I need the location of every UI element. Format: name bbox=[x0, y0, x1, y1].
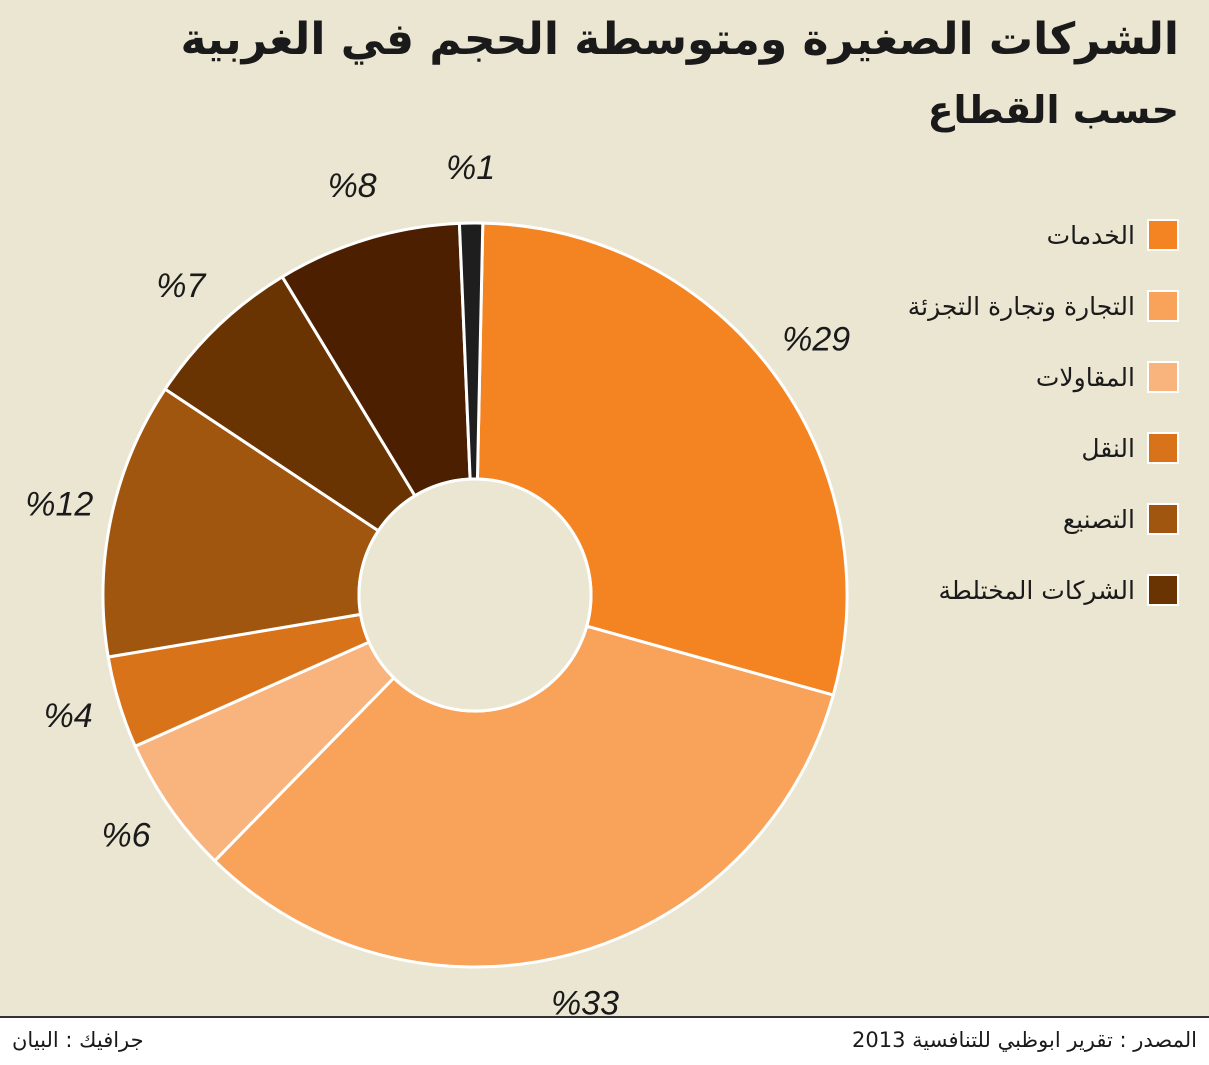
legend: الخدمات التجارة وتجارة التجزئة المقاولات… bbox=[908, 217, 1179, 643]
legend-swatch bbox=[1147, 432, 1179, 464]
legend-label: الشركات المختلطة bbox=[938, 575, 1135, 605]
slice-percent-label: %6 bbox=[101, 817, 150, 855]
legend-swatch bbox=[1147, 574, 1179, 606]
chart-panel: الشركات الصغيرة ومتوسطة الحجم في الغربية… bbox=[0, 0, 1209, 1016]
legend-label: التصنيع bbox=[1062, 504, 1135, 534]
graphic-credit: جرافيك : البيان bbox=[12, 1028, 144, 1052]
legend-item-services: الخدمات bbox=[908, 217, 1179, 253]
slice-percent-label: %7 bbox=[156, 267, 206, 305]
chart-title: الشركات الصغيرة ومتوسطة الحجم في الغربية bbox=[180, 14, 1179, 65]
legend-swatch bbox=[1147, 361, 1179, 393]
slice-percent-label: %8 bbox=[328, 167, 377, 205]
source-note: المصدر : تقرير ابوظبي للتنافسية 2013 bbox=[851, 1028, 1197, 1052]
legend-label: التجارة وتجارة التجزئة bbox=[907, 291, 1135, 321]
legend-swatch bbox=[1147, 290, 1179, 322]
legend-swatch bbox=[1147, 503, 1179, 535]
legend-item-contracting: المقاولات bbox=[908, 359, 1179, 395]
slice-percent-label: %29 bbox=[782, 321, 850, 359]
slice-percent-label: %4 bbox=[44, 697, 93, 735]
legend-item-transport: النقل bbox=[908, 430, 1179, 466]
legend-label: النقل bbox=[1081, 433, 1135, 463]
footer-divider bbox=[0, 1016, 1209, 1018]
donut-chart: %29 %33 %6 %4 %12 %7 %8 %1 bbox=[25, 149, 850, 1016]
legend-item-trade-retail: التجارة وتجارة التجزئة bbox=[908, 288, 1179, 324]
legend-item-manufacturing: التصنيع bbox=[908, 501, 1179, 537]
legend-item-mixed-companies: الشركات المختلطة bbox=[908, 572, 1179, 608]
legend-label: المقاولات bbox=[1035, 362, 1135, 392]
slice-percent-label: %12 bbox=[25, 486, 93, 524]
legend-swatch bbox=[1147, 219, 1179, 251]
chart-subtitle: حسب القطاع bbox=[927, 88, 1179, 132]
slice-percent-label: %33 bbox=[551, 985, 619, 1016]
donut-hole bbox=[357, 477, 593, 713]
legend-label: الخدمات bbox=[1046, 220, 1135, 250]
slice-percent-label: %1 bbox=[446, 149, 495, 187]
